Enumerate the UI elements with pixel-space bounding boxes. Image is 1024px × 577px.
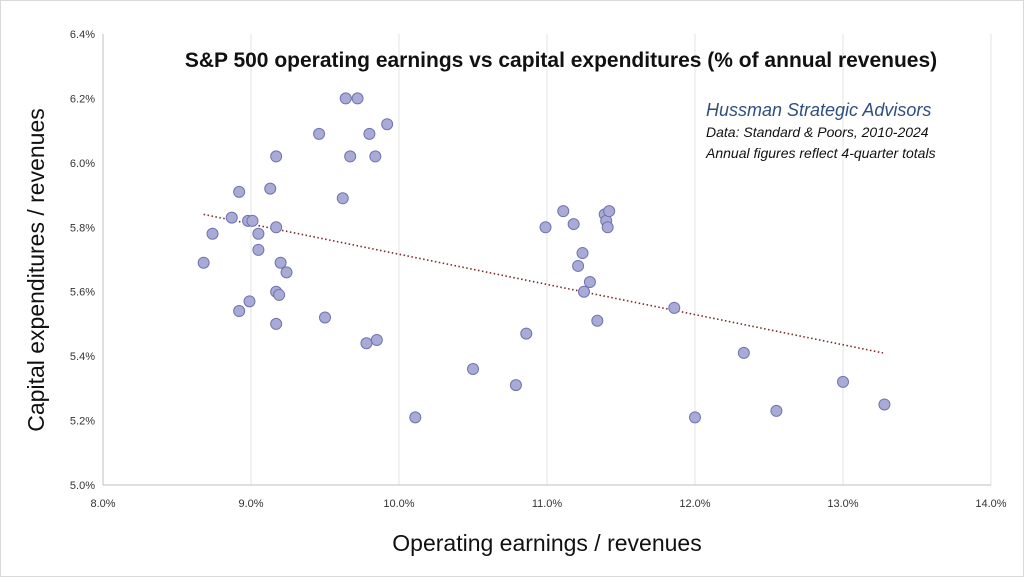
data-point bbox=[737, 346, 750, 359]
data-point bbox=[197, 256, 210, 269]
data-point bbox=[363, 127, 376, 140]
x-tick-label: 10.0% bbox=[383, 498, 414, 510]
data-point bbox=[351, 92, 364, 105]
data-point bbox=[264, 182, 277, 195]
annotation-source: Data: Standard & Poors, 2010-2024 bbox=[706, 124, 929, 140]
y-tick-label: 5.6% bbox=[70, 287, 95, 299]
data-point bbox=[339, 92, 352, 105]
data-point bbox=[233, 305, 246, 318]
data-point bbox=[370, 334, 383, 347]
data-points bbox=[197, 92, 891, 424]
data-point bbox=[274, 256, 287, 269]
x-tick-label: 9.0% bbox=[238, 498, 263, 510]
y-tick-label: 6.4% bbox=[70, 29, 95, 41]
y-tick-label: 5.8% bbox=[70, 222, 95, 234]
data-point bbox=[601, 221, 614, 234]
data-point bbox=[578, 285, 590, 298]
data-point bbox=[246, 214, 259, 227]
data-point bbox=[319, 311, 331, 324]
chart-title: S&P 500 operating earnings vs capital ex… bbox=[185, 49, 937, 72]
data-point bbox=[409, 411, 422, 424]
data-point bbox=[233, 185, 246, 198]
annotation-brand: Hussman Strategic Advisors bbox=[706, 100, 931, 120]
data-point bbox=[878, 398, 891, 411]
data-point bbox=[270, 221, 283, 234]
annotation-note: Annual figures reflect 4-quarter totals bbox=[705, 145, 936, 161]
data-point bbox=[273, 288, 286, 301]
data-point bbox=[567, 218, 580, 231]
data-point bbox=[344, 150, 357, 163]
x-tick-label: 11.0% bbox=[532, 498, 563, 510]
data-point bbox=[206, 227, 219, 240]
data-point bbox=[270, 317, 283, 330]
x-tick-label: 8.0% bbox=[90, 498, 115, 510]
data-point bbox=[243, 295, 256, 308]
data-point bbox=[369, 150, 382, 163]
data-point bbox=[270, 150, 283, 163]
data-point bbox=[313, 127, 326, 140]
data-point bbox=[591, 314, 604, 327]
data-point bbox=[837, 375, 849, 388]
data-point bbox=[381, 118, 394, 131]
data-point bbox=[770, 404, 783, 417]
x-tick-label: 13.0% bbox=[827, 498, 858, 510]
x-tick-label: 12.0% bbox=[679, 498, 710, 510]
y-tick-label: 6.0% bbox=[70, 158, 95, 170]
data-point bbox=[557, 205, 570, 218]
data-point bbox=[252, 243, 265, 256]
x-axis-label: Operating earnings / revenues bbox=[392, 530, 701, 556]
y-tick-label: 5.4% bbox=[70, 351, 95, 363]
y-tick-label: 5.0% bbox=[70, 480, 95, 492]
data-point bbox=[520, 327, 533, 340]
data-point bbox=[668, 301, 681, 314]
y-tick-label: 6.2% bbox=[70, 93, 95, 105]
data-point bbox=[509, 379, 522, 392]
data-point bbox=[689, 411, 701, 424]
data-point bbox=[360, 337, 373, 350]
data-point bbox=[467, 363, 479, 376]
data-point bbox=[336, 192, 349, 205]
data-point bbox=[539, 221, 552, 234]
data-point bbox=[603, 205, 616, 218]
gridlines bbox=[250, 34, 992, 485]
data-point bbox=[572, 259, 585, 272]
data-point bbox=[280, 266, 293, 279]
data-point bbox=[583, 276, 596, 289]
data-point bbox=[252, 227, 265, 240]
y-axis-label: Capital expenditures / revenues bbox=[23, 108, 49, 431]
data-point bbox=[225, 211, 238, 224]
y-tick-label: 5.2% bbox=[70, 416, 95, 428]
x-tick-label: 14.0% bbox=[975, 498, 1006, 510]
data-point bbox=[576, 247, 589, 260]
y-tick-labels: 5.0% 5.2% 5.4% 5.6% 5.8% 6.0% 6.2% 6.4% bbox=[70, 29, 95, 492]
x-tick-labels: 8.0% 9.0% 10.0% 11.0% 12.0% 13.0% 14.0% bbox=[90, 498, 1006, 510]
